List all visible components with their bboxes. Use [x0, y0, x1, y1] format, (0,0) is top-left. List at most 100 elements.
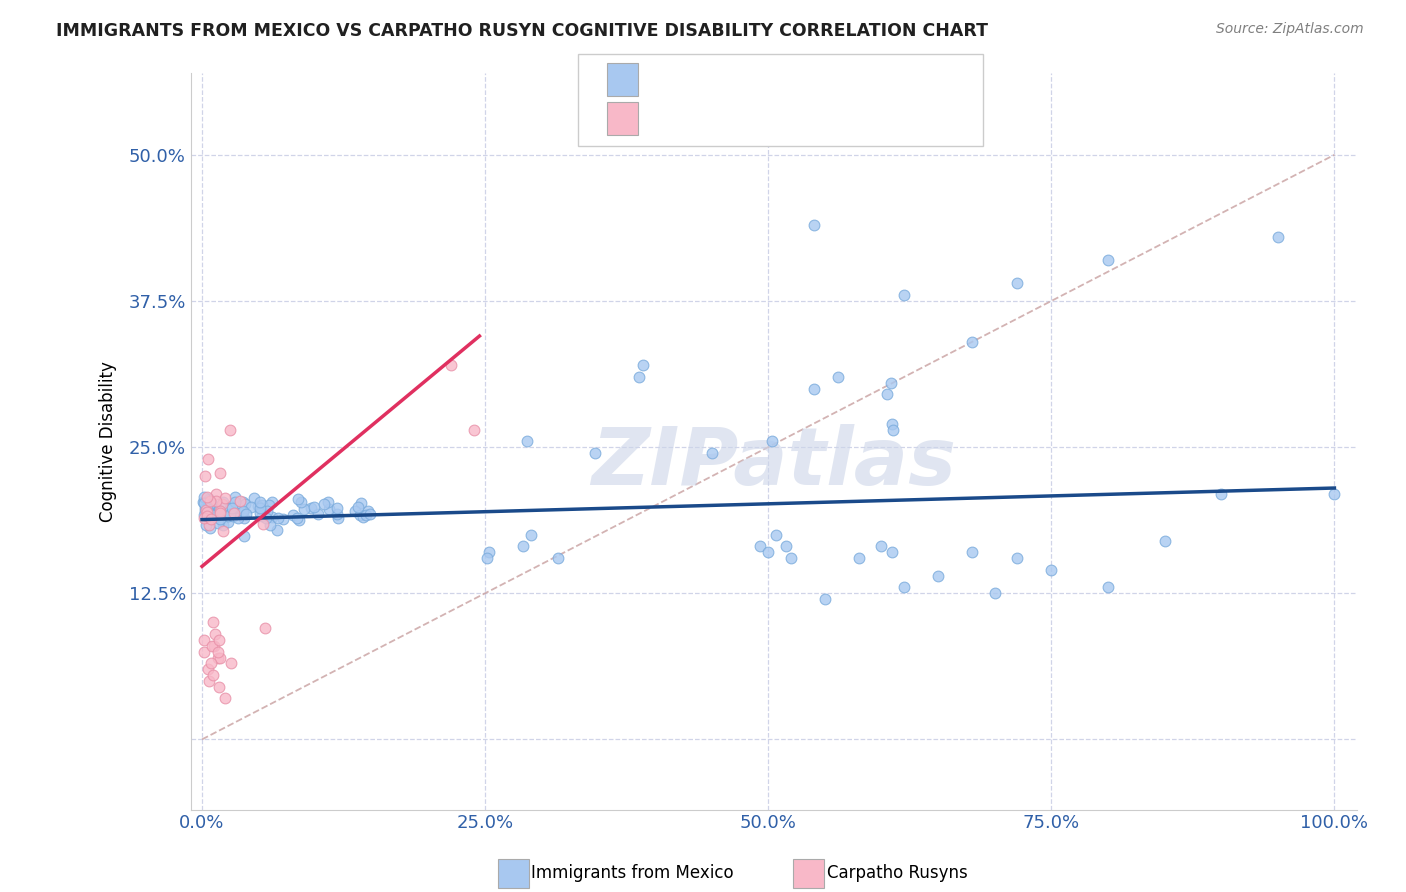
Point [304, 500, 326, 514]
Point [326, 500, 349, 515]
Point [312, 497, 335, 511]
Point [200, 497, 222, 511]
Point [290, 494, 312, 508]
Point [748, 540, 770, 554]
Point [200, 495, 222, 509]
Point [285, 510, 308, 524]
Text: R =: R = [651, 110, 690, 128]
Point [803, 218, 825, 232]
Point [197, 662, 219, 676]
Point [463, 423, 485, 437]
Point [198, 501, 221, 516]
Point [343, 503, 366, 517]
Point [1211, 487, 1233, 501]
Point [353, 510, 375, 524]
Point [1007, 551, 1029, 566]
Point [207, 507, 229, 521]
Point [193, 633, 215, 648]
Point [775, 540, 797, 554]
Point [254, 511, 277, 525]
Point [328, 511, 350, 525]
Text: N =: N = [756, 70, 796, 88]
Point [250, 498, 273, 512]
Point [197, 517, 219, 532]
Point [195, 505, 218, 519]
Point [356, 508, 378, 522]
Point [191, 495, 214, 509]
Point [880, 417, 903, 431]
Point [516, 434, 538, 449]
Text: Source: ZipAtlas.com: Source: ZipAtlas.com [1216, 22, 1364, 37]
Point [1323, 487, 1346, 501]
Point [249, 500, 271, 515]
Point [219, 507, 242, 521]
Point [201, 508, 224, 522]
Point [198, 673, 221, 688]
Point [893, 288, 915, 302]
Point [803, 382, 825, 396]
Point [257, 498, 280, 512]
Point [249, 495, 271, 509]
Point [893, 581, 915, 595]
Point [222, 509, 245, 524]
Point [193, 490, 215, 504]
Point [633, 358, 655, 372]
Point [212, 524, 235, 538]
Point [260, 510, 283, 524]
Point [765, 528, 787, 542]
Point [218, 501, 240, 516]
Point [224, 490, 246, 504]
Point [756, 545, 779, 559]
Point [229, 494, 252, 508]
Point [232, 505, 254, 519]
Point [211, 497, 233, 511]
Point [1153, 533, 1175, 548]
Point [350, 496, 373, 510]
Point [271, 512, 294, 526]
Point [250, 508, 273, 523]
Text: Immigrants from Mexico: Immigrants from Mexico [531, 864, 734, 882]
Point [478, 545, 501, 559]
Point [299, 501, 322, 516]
Point [814, 592, 837, 607]
Point [960, 334, 983, 349]
Point [583, 446, 606, 460]
Point [287, 513, 309, 527]
Point [960, 545, 983, 559]
Point [200, 511, 222, 525]
Point [233, 497, 256, 511]
Point [195, 509, 218, 524]
Point [198, 521, 221, 535]
Text: Carpatho Rusyns: Carpatho Rusyns [827, 864, 967, 882]
Point [827, 370, 849, 384]
Point [193, 510, 215, 524]
Text: 0.504: 0.504 [693, 110, 749, 128]
Point [440, 358, 463, 372]
Point [205, 494, 228, 508]
Point [207, 645, 229, 659]
Point [266, 523, 288, 537]
Text: R =: R = [651, 70, 690, 88]
Point [325, 507, 347, 521]
Point [287, 492, 309, 507]
Point [208, 504, 231, 518]
Point [349, 508, 371, 522]
Y-axis label: Cognitive Disability: Cognitive Disability [100, 361, 117, 522]
Point [208, 466, 231, 480]
Point [200, 657, 222, 671]
Point [281, 508, 304, 522]
Point [198, 491, 221, 506]
Point [880, 376, 903, 390]
Point [249, 506, 271, 520]
Point [1097, 581, 1119, 595]
Point [243, 491, 266, 505]
Point [208, 503, 231, 517]
Point [262, 494, 284, 508]
Point [1040, 563, 1063, 577]
Point [225, 506, 247, 520]
Point [761, 434, 783, 449]
Point [201, 501, 224, 516]
Point [233, 529, 256, 543]
Point [267, 510, 290, 524]
Point [202, 615, 225, 630]
